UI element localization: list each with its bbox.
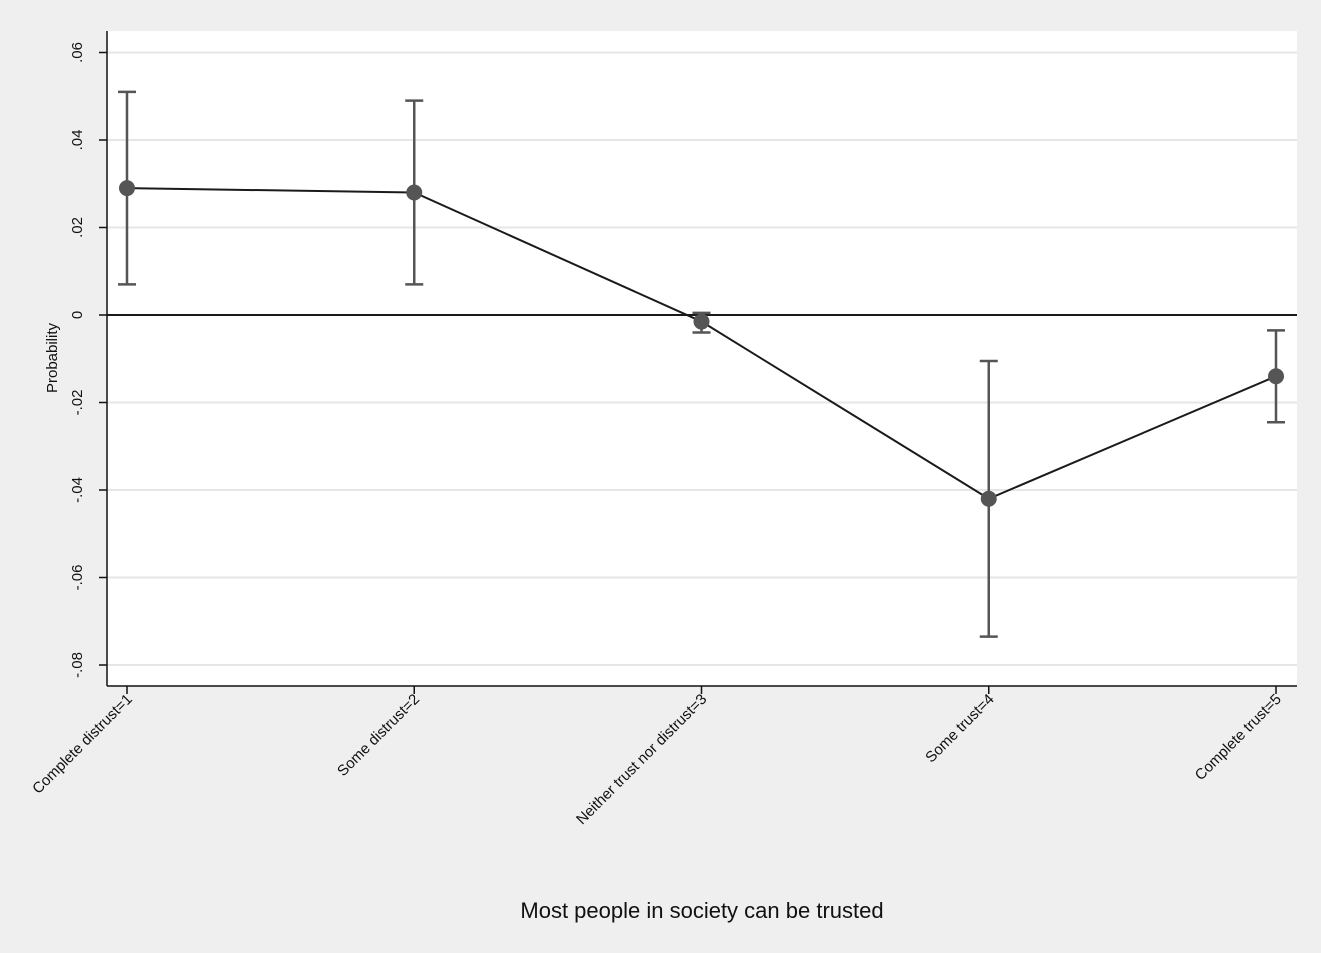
y-axis-ticks: .06 .04 .02 0 -.02 -.04 -.06 -.08: [69, 42, 107, 678]
x-axis-ticks: Complete distrust=1 Some distrust=2 Neithe…: [29, 686, 1285, 828]
data-point: [406, 184, 423, 201]
y-tick-label: -.08: [69, 652, 86, 678]
y-axis-title: Probability: [44, 322, 61, 393]
x-tick-label: Complete trust=5: [1192, 691, 1285, 784]
data-point: [980, 490, 997, 507]
y-tick-label: -.02: [69, 390, 86, 416]
x-tick-label: Some trust=4: [922, 691, 997, 766]
data-point: [119, 180, 135, 197]
y-tick-label: 0: [69, 311, 86, 319]
x-axis-title: Most people in society can be trusted: [520, 898, 883, 923]
y-tick-label: .02: [69, 217, 86, 238]
plot-background: [107, 31, 1297, 686]
x-tick-label: Neither trust nor distrust=3: [573, 691, 710, 828]
data-point: [693, 313, 710, 330]
data-points: [119, 180, 1284, 507]
y-tick-label: .06: [69, 42, 86, 63]
y-tick-label: .04: [69, 130, 86, 151]
gridlines: [107, 51, 1297, 666]
x-tick-label: Some distrust=2: [334, 691, 423, 780]
x-tick-label: Complete distrust=1: [29, 691, 136, 798]
y-tick-label: -.06: [69, 565, 86, 591]
y-tick-label: -.04: [69, 477, 86, 503]
data-point: [1268, 368, 1284, 385]
